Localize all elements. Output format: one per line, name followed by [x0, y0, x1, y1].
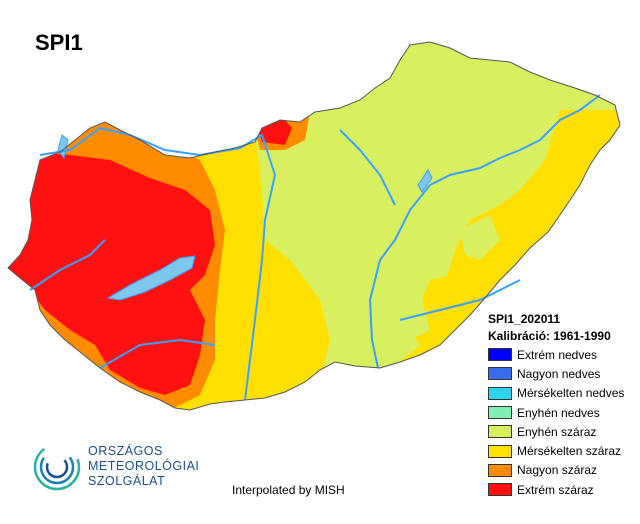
legend-swatch	[488, 367, 512, 381]
legend-item: Nagyon száraz	[488, 461, 638, 480]
legend-label: Extrém száraz	[517, 482, 594, 497]
rivers	[29, 94, 601, 401]
country-border	[7, 41, 621, 411]
river-zagyva	[339, 129, 396, 206]
river-danube	[39, 126, 277, 401]
legend-calibration: Kalibráció: 1961-1990	[488, 329, 611, 343]
map-legend: SPI1_202011 Kalibráció: 1961-1990 Extrém…	[488, 311, 638, 499]
river-koros	[399, 279, 521, 321]
legend-label: Nagyon száraz	[517, 463, 598, 478]
legend-item: Extrém nedves	[488, 345, 638, 364]
zone-slightly-dry-island-2	[380, 290, 430, 345]
logo-swirl-icon	[33, 443, 81, 491]
legend-swatch	[488, 425, 512, 439]
river-tisza	[368, 94, 601, 369]
legend-item: Enyhén nedves	[488, 403, 638, 422]
legend-label: Mérsékelten nedves	[517, 386, 625, 401]
legend-item: Mérsékelten száraz	[488, 441, 638, 460]
zone-extremely-dry	[8, 150, 215, 395]
legend-label: Mérsékelten száraz	[517, 444, 622, 459]
map-title: SPI1	[35, 30, 83, 55]
legend-swatch	[488, 483, 512, 497]
legend-swatch	[488, 406, 512, 420]
zone-slightly-dry-island	[460, 215, 500, 260]
lake-tisza	[417, 169, 433, 193]
legend-label: Extrém nedves	[517, 347, 598, 362]
omsz-logo: ORSZÁGOS METEOROLÓGIAI SZOLGÁLAT	[32, 438, 232, 498]
legend-item: Extrém száraz	[488, 480, 638, 499]
logo-line-2: METEOROLÓGIAI	[88, 459, 200, 473]
legend-label: Enyhén száraz	[517, 424, 597, 439]
logo-line-1: ORSZÁGOS	[88, 444, 163, 458]
legend-item: Enyhén száraz	[488, 422, 638, 441]
legend-swatch	[488, 444, 512, 458]
legend-rows: Extrém nedves Nagyon nedves Mérsékelten ne…	[488, 345, 638, 499]
legend-label: Enyhén nedves	[517, 405, 600, 420]
legend-label: Nagyon nedves	[517, 366, 601, 381]
lake-balaton	[106, 255, 196, 301]
legend-period: SPI1_202011	[488, 312, 561, 326]
legend-item: Nagyon nedves	[488, 364, 638, 383]
legend-item: Mérsékelten nedves	[488, 384, 638, 403]
river-raba	[29, 239, 106, 291]
credit-text: Interpolated by MISH	[232, 483, 345, 497]
legend-swatch	[488, 348, 512, 362]
legend-swatch	[488, 463, 512, 477]
logo-line-3: SZOLGÁLAT	[88, 474, 166, 488]
river-drava	[99, 338, 216, 369]
legend-swatch	[488, 386, 512, 400]
